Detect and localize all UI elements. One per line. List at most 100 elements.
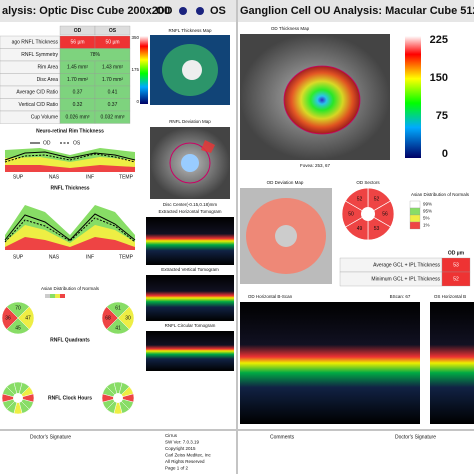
header: OS [109, 28, 117, 34]
chart-title: Neuro-retinal Rim Thickness [36, 128, 104, 134]
map-label: OD Thickness Map [271, 26, 310, 31]
thickness-map [284, 66, 360, 134]
legend-label: OD [43, 140, 51, 146]
scan-label: OS Horizontal B [434, 294, 466, 299]
cell-value: 50 µm [106, 40, 120, 46]
footer-info: Carl Zeiss Meditec, Inc [165, 453, 212, 458]
eye-dot [196, 7, 204, 15]
legend-label: 5% [423, 216, 430, 221]
footer-info: Cirrus [165, 433, 178, 438]
sector-value: 50 [348, 211, 354, 217]
tomogram [146, 331, 234, 371]
chart-title: RNFL Thickness [50, 185, 89, 191]
quadrant-value: 68 [105, 315, 111, 321]
legend-swatch [50, 294, 55, 298]
tomogram [146, 275, 234, 321]
scan-label: OD Horizontal B-Scan [248, 294, 293, 299]
cell-value: 78% [90, 52, 101, 58]
od-curve [4, 213, 136, 241]
cell [441, 271, 471, 287]
cell-value: 0.37 [108, 102, 118, 108]
clock-center [113, 393, 123, 403]
sector-value: 49 [357, 226, 363, 232]
cell-value: 0.032 mm³ [101, 115, 125, 121]
quadrant-value: 30 [125, 315, 131, 321]
footer-info: All Rights Reserved [165, 459, 205, 464]
header: OD µm [448, 250, 465, 256]
footer-info: Page 1 of 2 [165, 466, 189, 471]
quadrant-value: 70 [15, 305, 21, 311]
footer-label: Doctor's Signature [395, 434, 436, 440]
axis-label: INF [86, 174, 94, 180]
legend-label: 95% [423, 209, 432, 214]
sector-value: 53 [374, 226, 380, 232]
sector-value: 52 [374, 197, 380, 203]
map-label: OD Deviation Map [267, 180, 304, 185]
bscan [430, 302, 474, 424]
row-label: Cup Volume [31, 115, 58, 121]
axis-label: TEMP [119, 174, 134, 180]
axis-label: NAS [49, 174, 60, 180]
eye-label: OD [156, 5, 173, 17]
title: Ganglion Cell OU Analysis: Macular Cube … [240, 5, 474, 17]
row-label: Average GCL + IPL Thickness [373, 262, 440, 268]
cell-value: 56 µm [71, 40, 85, 46]
row-label: Minimum GCL + IPL Thickness [371, 276, 440, 282]
os-curve [4, 153, 136, 163]
row-label: Disc Area [37, 77, 59, 83]
thickness-map [283, 65, 361, 135]
row-label: ago RNFL Thickness [12, 40, 59, 46]
deviation-map [275, 225, 297, 247]
colorbar-label: 0 [136, 99, 139, 104]
cell-value: 1.70 mm² [102, 77, 123, 83]
deviation-map [181, 154, 199, 172]
legend-swatch [60, 294, 65, 298]
header-cell [94, 25, 131, 36]
map-label: RNFL Thickness Map [168, 28, 212, 33]
map-label: Extracted Horizontal Tomogram [159, 209, 222, 214]
axis-label: SUP [13, 254, 24, 260]
quadrant-value: 45 [15, 325, 21, 331]
tomogram [146, 217, 234, 265]
map-label: Disc Center(-0.15,0.18)mm [163, 202, 218, 207]
cell-value: 1.43 mm² [102, 65, 123, 71]
od-curve [4, 151, 136, 161]
colorbar-label: 150 [430, 72, 448, 84]
clock-center [13, 393, 23, 403]
cell-value: 52 [453, 276, 459, 282]
legend-label: 99% [423, 202, 432, 207]
cell-value: 0.41 [108, 90, 118, 96]
row-label: Rim Area [37, 65, 58, 71]
title-bar [0, 0, 236, 22]
section-label: RNFL Quadrants [50, 337, 90, 343]
cell-value: 0.32 [73, 102, 83, 108]
cell [94, 110, 131, 124]
thickness-map [182, 60, 202, 80]
quadrant [101, 306, 119, 330]
bscan [240, 302, 420, 424]
cell-value: 53 [453, 262, 459, 268]
legend-label: Asian Distribution of Normals [41, 286, 100, 291]
legend-swatch [409, 221, 421, 230]
cell-value: 0.026 mm³ [66, 115, 90, 121]
cell-value: 0.37 [73, 90, 83, 96]
cell-value: 1.45 mm² [67, 65, 88, 71]
axis-label: SUP [13, 174, 24, 180]
sector-value: 56 [382, 211, 388, 217]
title: alysis: Optic Disc Cube 200x200 [2, 5, 170, 17]
footer-info: Copyright 2015 [165, 446, 196, 451]
header: OD [74, 28, 82, 34]
colorbar-label: 0 [442, 148, 448, 160]
colorbar-label: 225 [430, 34, 448, 46]
axis-label: NAS [49, 254, 60, 260]
row-label: Average C/D Ratio [16, 90, 58, 96]
row-label: RNFL Symmetry [21, 52, 58, 58]
row-label: Vertical C/D Ratio [19, 102, 59, 108]
colorbar-label: 175 [131, 67, 139, 72]
eye-dot [179, 7, 187, 15]
scan-label: BScan: 67 [390, 294, 411, 299]
legend-swatch [45, 294, 50, 298]
legend-label: 1% [423, 223, 430, 228]
map-label: RNFL Circular Tomogram [165, 323, 216, 328]
